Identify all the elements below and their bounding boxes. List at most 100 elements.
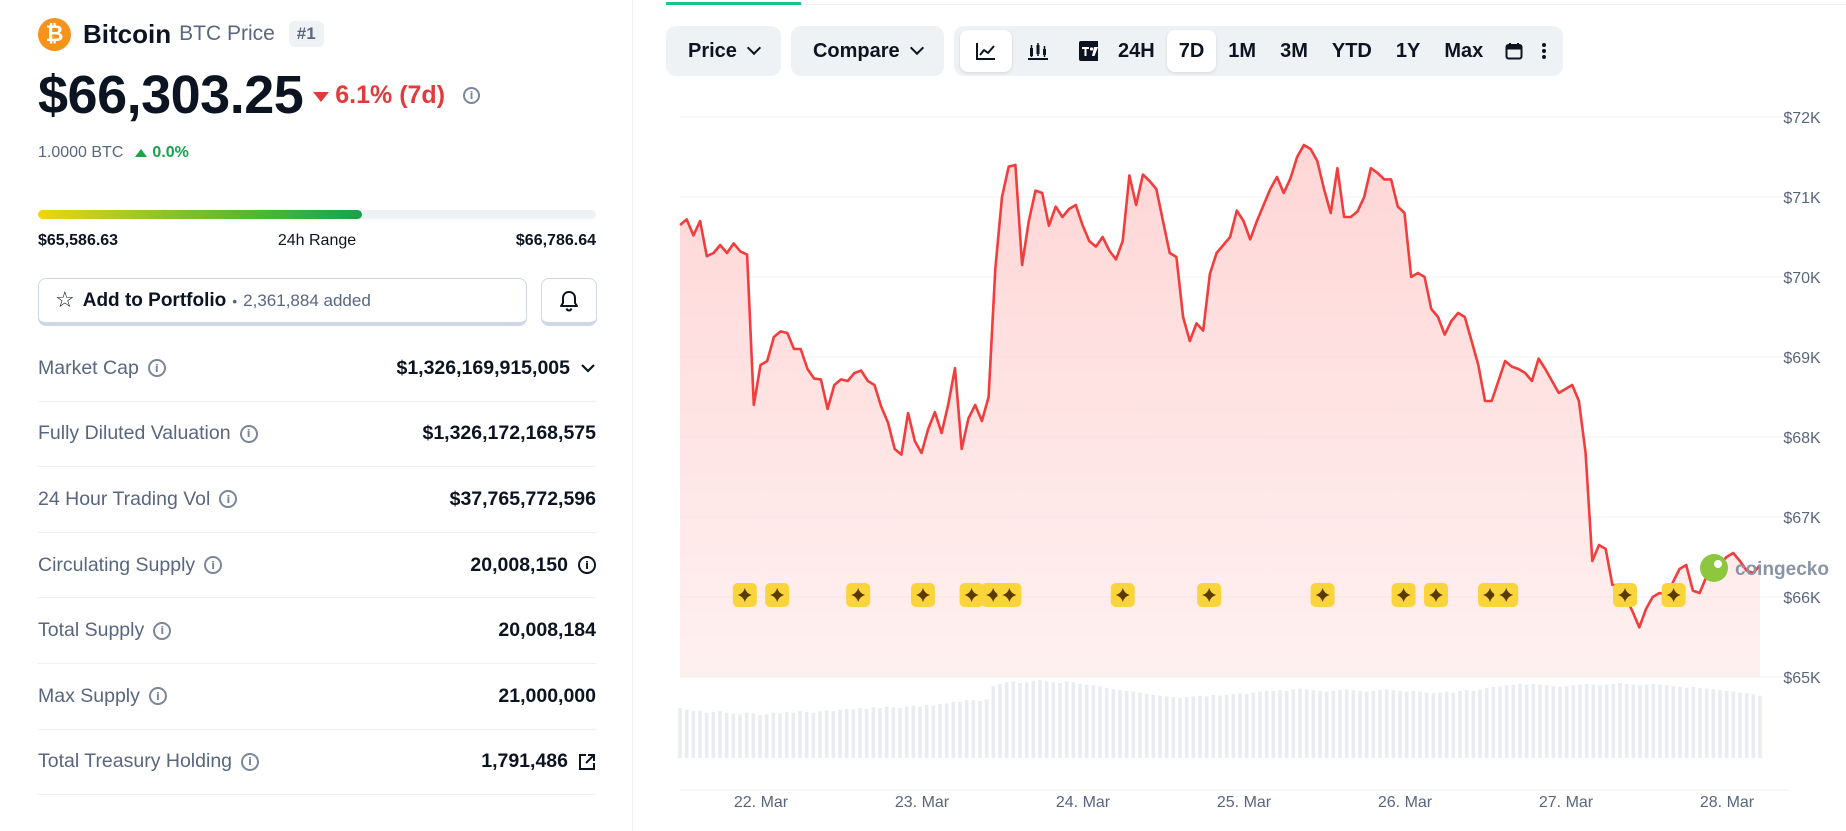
event-marker bbox=[1494, 583, 1519, 607]
volume-bar bbox=[891, 707, 896, 758]
range-bar-fill bbox=[38, 210, 362, 219]
active-tab-indicator bbox=[666, 2, 801, 5]
event-marker bbox=[1310, 583, 1335, 607]
info-icon[interactable]: i bbox=[239, 424, 258, 443]
volume-bar bbox=[1331, 690, 1336, 758]
volume-bar bbox=[1424, 692, 1429, 758]
volume-bar bbox=[1264, 690, 1269, 758]
range-button-ytd[interactable]: YTD bbox=[1331, 39, 1372, 62]
info-icon[interactable]: i bbox=[147, 359, 166, 378]
stat-row: 24 Hour Trading Vol i $37,765,772,596 bbox=[38, 467, 596, 533]
volume-bar bbox=[1604, 684, 1609, 758]
volume-bar bbox=[1044, 681, 1049, 758]
price-alert-button[interactable] bbox=[541, 278, 597, 326]
chevron-down-icon bbox=[909, 40, 924, 56]
candlestick-view-button[interactable] bbox=[1012, 30, 1064, 72]
range-button-1m[interactable]: 1M bbox=[1228, 39, 1257, 62]
range-button-7d[interactable]: 7D bbox=[1166, 30, 1217, 72]
volume-bar bbox=[1478, 689, 1482, 758]
volume-bar bbox=[1398, 690, 1402, 758]
range-bar bbox=[38, 210, 596, 219]
volume-bar bbox=[1464, 690, 1469, 758]
info-icon[interactable]: i bbox=[153, 621, 172, 640]
caret-down-icon bbox=[313, 92, 330, 102]
coingecko-watermark: coingecko bbox=[1700, 554, 1829, 582]
volume-bar bbox=[1124, 690, 1129, 758]
stats-table: Market Cap i $1,326,169,915,005 Fully Dilut… bbox=[38, 336, 596, 796]
range-button-1y[interactable]: 1Y bbox=[1395, 39, 1421, 62]
volume-bar bbox=[1511, 684, 1516, 758]
candlestick-icon bbox=[1027, 43, 1048, 60]
info-icon[interactable]: i bbox=[241, 752, 260, 771]
volume-bar bbox=[1138, 692, 1142, 758]
volume-bar bbox=[1364, 691, 1369, 758]
volume-bar bbox=[911, 705, 916, 758]
star-icon: ☆ bbox=[55, 288, 75, 313]
rank-badge: #1 bbox=[288, 21, 324, 47]
tab-underline bbox=[666, 4, 1846, 5]
sparkle-icon bbox=[851, 588, 866, 602]
volume-bar bbox=[1284, 690, 1289, 758]
volume-bar bbox=[958, 701, 962, 758]
gecko-eye bbox=[1714, 560, 1722, 568]
add-to-portfolio-button[interactable]: ☆ Add to Portfolio • 2,361,884 added bbox=[38, 278, 527, 326]
volume-bar bbox=[1078, 683, 1082, 758]
volume-bar bbox=[1131, 691, 1136, 758]
volume-bar bbox=[764, 714, 769, 758]
volume-bar bbox=[724, 712, 729, 758]
price-dropdown[interactable]: Price bbox=[666, 26, 781, 76]
volume-bar bbox=[931, 705, 936, 758]
range-button-24h[interactable]: 24H bbox=[1118, 39, 1155, 62]
volume-bar bbox=[1438, 692, 1442, 758]
compare-dropdown[interactable]: Compare bbox=[790, 26, 944, 76]
current-price: $66,303.25 bbox=[38, 65, 304, 125]
volume-bar bbox=[1024, 682, 1029, 758]
chevron-down-icon[interactable] bbox=[580, 363, 596, 373]
volume-bar bbox=[1178, 697, 1182, 758]
info-icon[interactable]: i bbox=[578, 556, 596, 575]
more-options-button[interactable] bbox=[1533, 30, 1555, 72]
volume-bar bbox=[1071, 682, 1076, 758]
event-marker bbox=[1613, 583, 1637, 607]
price-chart[interactable]: $72K $71K $70K $69K $68K $67K $66K $65K 22. Mar 2… bbox=[640, 90, 1846, 831]
volume-bar bbox=[738, 714, 742, 758]
price-dropdown-label: Price bbox=[688, 39, 737, 62]
gecko-logo-icon bbox=[1700, 554, 1728, 582]
volume-bar bbox=[1118, 690, 1122, 758]
stat-value: $1,326,169,915,005 bbox=[396, 357, 596, 380]
sparkle-icon bbox=[1315, 588, 1330, 602]
info-icon[interactable]: i bbox=[204, 556, 223, 575]
volume-bar bbox=[971, 700, 976, 758]
sparkle-icon bbox=[737, 588, 752, 602]
volume-bar bbox=[1624, 683, 1629, 758]
volume-bar bbox=[978, 701, 982, 758]
y-tick-label: $68K bbox=[1783, 430, 1821, 447]
volume-bar bbox=[1738, 692, 1742, 758]
volume-bar bbox=[1744, 693, 1749, 758]
range-low: $65,586.63 bbox=[38, 232, 119, 249]
tradingview-view-button[interactable] bbox=[1064, 30, 1116, 72]
external-link-icon[interactable] bbox=[578, 753, 596, 771]
stat-value-text: 21,000,000 bbox=[498, 684, 596, 707]
volume-bar bbox=[791, 712, 796, 758]
volume-bar bbox=[1498, 686, 1502, 758]
stat-row: Circulating Supply i 20,008,150 i bbox=[38, 533, 596, 599]
line-chart-view-button[interactable] bbox=[959, 30, 1012, 72]
volume-bar bbox=[1338, 690, 1342, 758]
range-button-max[interactable]: Max bbox=[1444, 39, 1484, 62]
info-icon[interactable]: i bbox=[219, 490, 238, 509]
volume-bar bbox=[1598, 685, 1602, 758]
info-icon[interactable]: i bbox=[463, 86, 481, 104]
range-button-3m[interactable]: 3M bbox=[1280, 39, 1308, 62]
volume-bar bbox=[1531, 683, 1536, 758]
calendar-button[interactable] bbox=[1495, 30, 1533, 72]
info-icon[interactable]: i bbox=[148, 687, 167, 706]
volume-bar bbox=[1751, 694, 1756, 758]
volume-bar bbox=[1038, 680, 1042, 758]
volume-bar bbox=[1584, 683, 1589, 758]
volume-bar bbox=[951, 701, 956, 758]
volume-bar bbox=[1698, 687, 1702, 758]
volume-bar bbox=[938, 704, 942, 758]
volume-bar bbox=[1004, 682, 1009, 758]
volume-bar bbox=[1324, 691, 1329, 758]
